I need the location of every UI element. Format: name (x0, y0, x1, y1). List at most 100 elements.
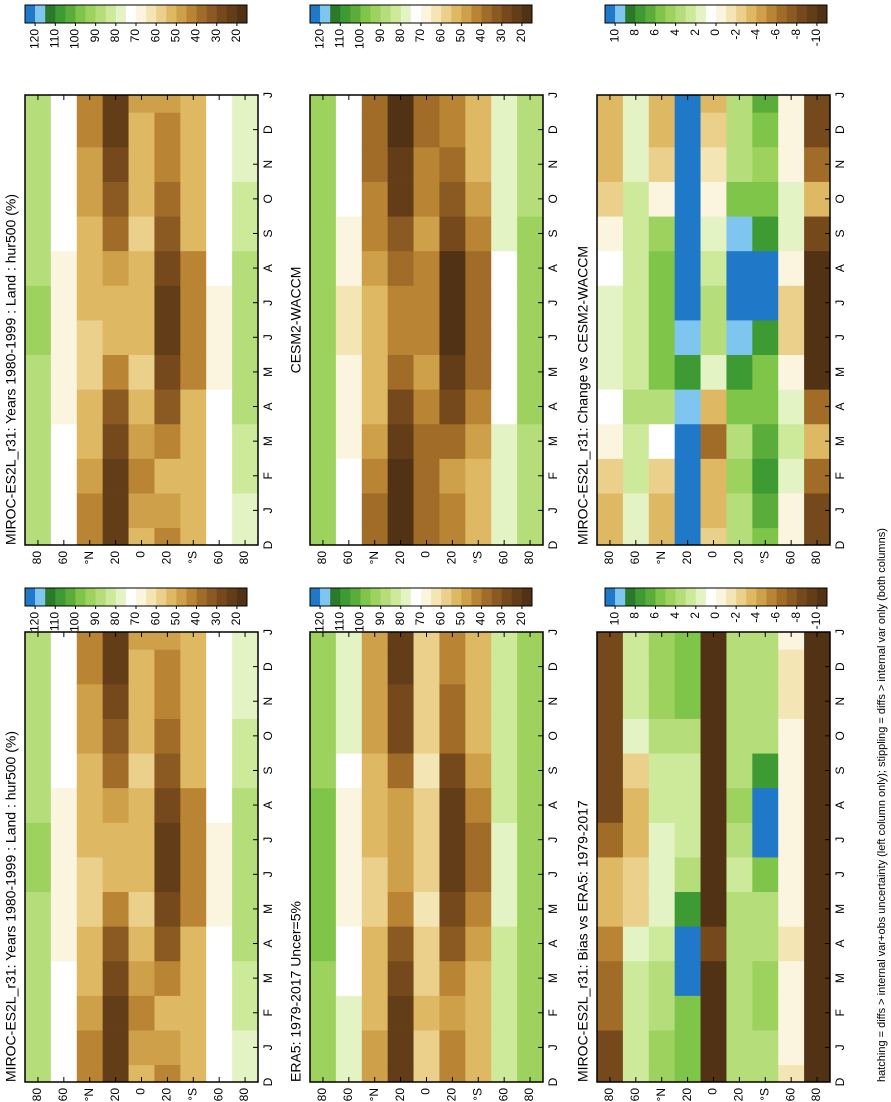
cell (335, 493, 363, 529)
y-tick-label: J (833, 871, 847, 877)
cell (413, 146, 440, 182)
cell (752, 1064, 779, 1083)
cell (102, 1064, 129, 1083)
cell (465, 423, 492, 459)
cell (804, 1064, 831, 1083)
cell (180, 926, 207, 962)
colorbar-swatch (360, 5, 371, 23)
cell (361, 285, 389, 321)
cell (439, 718, 466, 754)
colorbar-label: -10 (809, 29, 823, 47)
cell (439, 649, 466, 685)
cell (25, 320, 52, 356)
panel: 80 60 °N 20 0 20 °S 60 80 D J F M A M J J A S O N D J ERA5: 197… (288, 587, 560, 1101)
cell (310, 926, 337, 962)
x-tick-label: °N (654, 551, 668, 564)
colorbar-swatch (320, 588, 331, 606)
colorbar-swatch (55, 588, 66, 606)
cell (648, 112, 676, 148)
cell (622, 458, 650, 494)
cell (154, 216, 181, 252)
x-tick-label: 60 (56, 1088, 70, 1102)
cell (25, 354, 52, 390)
y-tick-label: A (546, 403, 560, 411)
colorbar-swatch (320, 5, 331, 23)
cell (128, 1030, 155, 1066)
cell (674, 181, 701, 217)
y-tick-label: A (546, 940, 560, 948)
colorbar-swatch (471, 588, 482, 606)
colorbar-swatch (695, 588, 707, 606)
colorbar-label: 50 (454, 29, 468, 43)
cell (700, 320, 727, 356)
x-tick-label: 60 (341, 551, 355, 565)
cell (674, 285, 701, 321)
cell (76, 857, 104, 893)
cell (752, 181, 779, 217)
cell (674, 995, 701, 1031)
colorbar-swatch (695, 5, 707, 23)
cell (206, 718, 233, 754)
cell (361, 753, 389, 789)
cell (517, 632, 544, 650)
cell (700, 753, 727, 789)
cell (180, 354, 207, 390)
cell (674, 822, 701, 858)
cell (622, 683, 650, 719)
cell (700, 493, 727, 529)
cell (76, 285, 104, 321)
colorbar-swatch (400, 588, 412, 606)
cell (25, 527, 52, 546)
cell (597, 250, 624, 286)
cell (387, 857, 414, 893)
y-tick-label: J (833, 507, 847, 513)
colorbar-swatch (675, 588, 687, 606)
cell (154, 146, 181, 182)
colorbar-swatch (705, 588, 717, 606)
cell (439, 250, 466, 286)
cell (700, 649, 727, 685)
cell (622, 1064, 650, 1083)
cell (752, 857, 779, 893)
cell (700, 960, 727, 996)
x-tick-label: 80 (522, 551, 536, 565)
cell (674, 250, 701, 286)
colorbar-swatch (390, 588, 402, 606)
cell (387, 95, 414, 113)
cell (154, 649, 181, 685)
cell (102, 632, 129, 650)
cell (387, 389, 414, 425)
cell (25, 389, 52, 425)
cell (335, 718, 363, 754)
cell (491, 857, 518, 893)
colorbar-swatch (625, 5, 636, 23)
cell (76, 112, 104, 148)
cell (361, 458, 389, 494)
panel-title: ERA5: 1979-2017 Uncer=5% (288, 901, 304, 1082)
cell (180, 285, 207, 321)
cell (752, 960, 779, 996)
y-tick-label: J (833, 300, 847, 306)
cell (335, 683, 363, 719)
cell (597, 423, 624, 459)
cell (387, 822, 414, 858)
cell (335, 458, 363, 494)
colorbar-swatch (360, 588, 371, 606)
cell (674, 95, 701, 113)
cell (102, 753, 129, 789)
cell (648, 493, 676, 529)
cell (700, 285, 727, 321)
colorbar-swatch (236, 5, 248, 23)
cell (622, 216, 650, 252)
cell (387, 112, 414, 148)
x-tick-label: 60 (628, 551, 642, 565)
cell (622, 527, 650, 546)
cell (50, 493, 78, 529)
cell (778, 354, 805, 390)
cell (465, 718, 492, 754)
panel: 80 60 °N 20 0 20 °S 60 80 D J F M A M J J A S O N D J CESM2-WAC… (288, 4, 560, 565)
cell (413, 822, 440, 858)
colorbar-swatch (685, 588, 697, 606)
cell (102, 926, 129, 962)
y-tick-label: O (546, 731, 560, 740)
